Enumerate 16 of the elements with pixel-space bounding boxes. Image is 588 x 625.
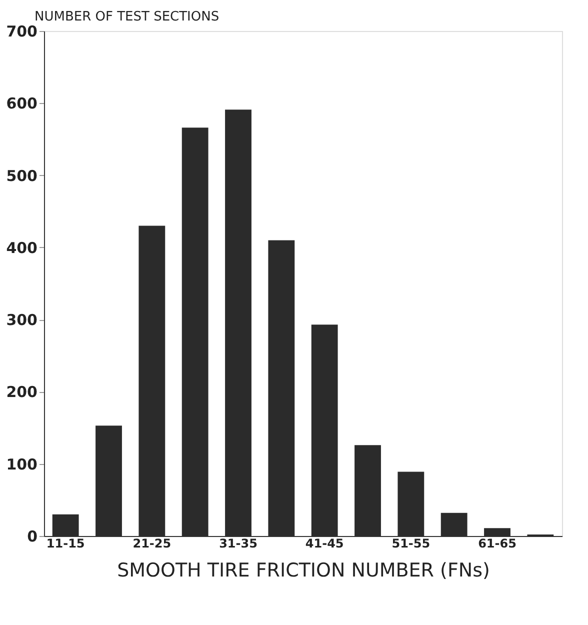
x-tick-label: 11-15 xyxy=(46,536,85,550)
y-tick-label: 300 xyxy=(6,311,38,330)
x-tick-label: 41-45 xyxy=(305,536,344,550)
y-tick-label: 400 xyxy=(6,238,38,257)
y-tick-label: 500 xyxy=(6,166,38,185)
y-tick-label: 600 xyxy=(6,94,38,113)
y-tick-label: 700 xyxy=(6,22,38,40)
y-tick-label: 100 xyxy=(6,455,38,474)
x-tick-label: 31-35 xyxy=(219,536,258,550)
x-axis-title: SMOOTH TIRE FRICTION NUMBER (FNs) xyxy=(117,560,490,582)
y-axis-title: NUMBER OF TEST SECTIONS xyxy=(34,10,220,24)
x-tick-label: 21-25 xyxy=(132,536,172,550)
x-tick-label: 61-65 xyxy=(478,536,516,550)
x-tick-label: 51-55 xyxy=(392,536,430,550)
y-tick-label: 200 xyxy=(6,383,38,402)
y-tick-label: 0 xyxy=(27,528,38,546)
